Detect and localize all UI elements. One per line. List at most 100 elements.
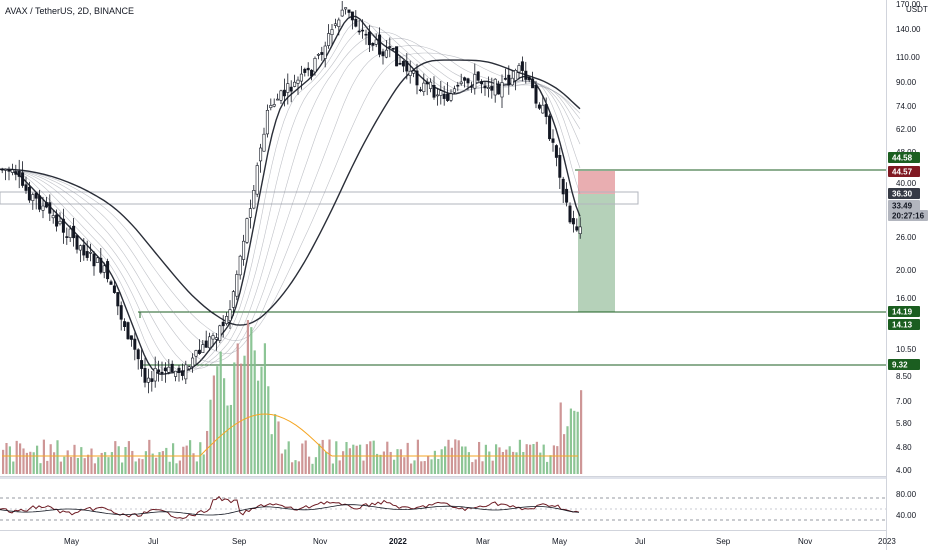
candle-body[interactable] <box>395 46 399 67</box>
candle-body[interactable] <box>361 29 365 32</box>
candle-body[interactable] <box>55 214 59 227</box>
candle-body[interactable] <box>551 138 555 143</box>
stop-loss-zone[interactable] <box>578 171 615 194</box>
candle-body[interactable] <box>218 325 222 341</box>
candle-body[interactable] <box>27 186 31 201</box>
candle-body[interactable] <box>265 110 269 135</box>
candle-body[interactable] <box>41 205 45 211</box>
candle-body[interactable] <box>123 321 127 327</box>
candle-body[interactable] <box>490 86 494 91</box>
candle-body[interactable] <box>432 85 436 98</box>
candle-body[interactable] <box>272 104 276 107</box>
candle-body[interactable] <box>507 74 511 86</box>
candle-body[interactable] <box>554 145 558 158</box>
candle-body[interactable] <box>568 205 572 223</box>
candle-body[interactable] <box>211 335 215 340</box>
candle-body[interactable] <box>252 190 256 209</box>
candle-body[interactable] <box>34 192 38 199</box>
candle-body[interactable] <box>119 305 123 320</box>
candle-body[interactable] <box>337 19 341 27</box>
candle-body[interactable] <box>537 104 541 109</box>
candle-body[interactable] <box>548 115 552 140</box>
candle-body[interactable] <box>242 240 246 260</box>
candle-body[interactable] <box>231 291 235 308</box>
candle-body[interactable] <box>282 89 286 97</box>
candle-body[interactable] <box>221 321 225 327</box>
candle-body[interactable] <box>75 235 79 250</box>
candle-body[interactable] <box>296 79 300 84</box>
candle-body[interactable] <box>378 34 382 55</box>
candle-body[interactable] <box>255 165 259 195</box>
candle-body[interactable] <box>384 49 388 58</box>
candle-body[interactable] <box>558 155 562 178</box>
candle-body[interactable] <box>357 30 361 33</box>
candle-body[interactable] <box>153 367 157 382</box>
candle-body[interactable] <box>323 45 327 59</box>
candle-body[interactable] <box>65 236 69 238</box>
candle-body[interactable] <box>575 226 579 231</box>
candle-body[interactable] <box>483 85 487 89</box>
candle-body[interactable] <box>187 366 191 370</box>
candle-body[interactable] <box>520 61 524 71</box>
candle-body[interactable] <box>463 77 467 81</box>
candle-body[interactable] <box>21 172 25 186</box>
price-badge[interactable]: 44.58 <box>888 152 920 163</box>
candle-body[interactable] <box>157 369 161 373</box>
candle-body[interactable] <box>61 218 65 233</box>
candle-body[interactable] <box>150 378 154 382</box>
candle-body[interactable] <box>435 94 439 97</box>
candle-body[interactable] <box>214 337 218 340</box>
candle-body[interactable] <box>333 23 337 26</box>
candle-body[interactable] <box>391 47 395 50</box>
candle-body[interactable] <box>449 93 453 101</box>
candle-body[interactable] <box>72 225 76 239</box>
candle-body[interactable] <box>527 77 531 81</box>
candle-body[interactable] <box>269 105 273 109</box>
candle-body[interactable] <box>0 168 4 171</box>
candle-body[interactable] <box>412 70 416 74</box>
candle-body[interactable] <box>388 46 392 48</box>
candle-body[interactable] <box>228 309 232 321</box>
candle-body[interactable] <box>347 9 351 13</box>
candle-body[interactable] <box>136 349 140 360</box>
candle-body[interactable] <box>10 169 14 173</box>
candle-body[interactable] <box>354 18 358 27</box>
candle-body[interactable] <box>238 255 242 276</box>
candle-body[interactable] <box>201 344 205 354</box>
candle-body[interactable] <box>531 78 535 89</box>
candle-body[interactable] <box>112 285 116 293</box>
candle-body[interactable] <box>299 73 303 82</box>
candle-body[interactable] <box>398 62 402 65</box>
candle-body[interactable] <box>514 70 518 81</box>
candle-body[interactable] <box>126 322 130 340</box>
candle-body[interactable] <box>197 349 201 354</box>
candle-body[interactable] <box>486 87 490 90</box>
candle-body[interactable] <box>469 86 473 88</box>
candle-body[interactable] <box>279 90 283 101</box>
candle-body[interactable] <box>405 61 409 72</box>
candle-body[interactable] <box>480 81 484 85</box>
candle-body[interactable] <box>456 84 460 87</box>
candle-body[interactable] <box>442 93 446 99</box>
candle-body[interactable] <box>313 57 317 73</box>
candle-body[interactable] <box>446 93 450 101</box>
candle-body[interactable] <box>327 33 331 46</box>
candle-body[interactable] <box>14 171 18 175</box>
candle-body[interactable] <box>439 90 443 96</box>
candle-body[interactable] <box>459 81 463 84</box>
candle-body[interactable] <box>170 363 174 373</box>
candle-body[interactable] <box>204 340 208 348</box>
candle-body[interactable] <box>17 170 21 177</box>
consolidation-box[interactable] <box>0 191 639 205</box>
candle-body[interactable] <box>565 188 569 203</box>
candle-body[interactable] <box>184 364 188 380</box>
candle-body[interactable] <box>534 84 538 104</box>
candle-body[interactable] <box>473 74 477 89</box>
candle-body[interactable] <box>422 82 426 92</box>
candle-body[interactable] <box>146 377 150 383</box>
candle-body[interactable] <box>517 65 521 73</box>
candle-body[interactable] <box>408 70 412 76</box>
candle-body[interactable] <box>293 81 297 87</box>
